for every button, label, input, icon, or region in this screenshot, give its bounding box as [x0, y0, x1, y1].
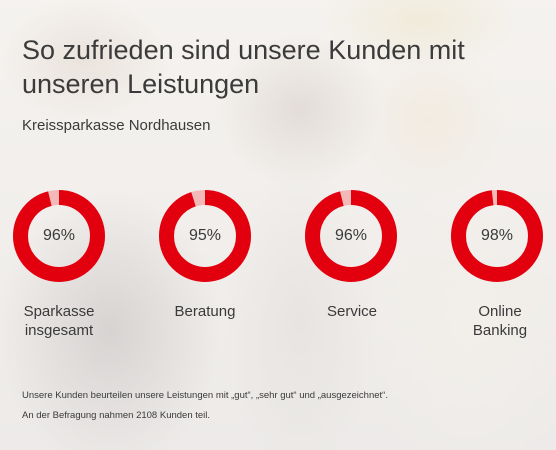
gauge-value: 95%: [188, 227, 222, 244]
gauge-arc: [305, 190, 397, 282]
label-line-2: Banking: [472, 322, 528, 339]
gauge-value: 96%: [334, 227, 368, 244]
footnote-participants: An der Befragung nahmen 2108 Kunden teil…: [22, 410, 211, 421]
gauge-beratung: 95%: [159, 190, 251, 282]
gauge-ring: [13, 190, 105, 282]
gauge-online-banking: 98%: [451, 190, 543, 282]
gauge-label-online-banking: Online Banking: [435, 302, 556, 340]
label-line-1: Sparkasse: [23, 303, 95, 320]
gauge-ring: [305, 190, 397, 282]
gauge-arc: [13, 190, 105, 282]
label-line-1: Online: [478, 303, 522, 320]
bank-name: Kreissparkasse Nordhausen: [22, 117, 211, 134]
footnote-rating-scale: Unsere Kunden beurteilen unsere Leistung…: [22, 390, 388, 401]
gauge-value: 98%: [480, 227, 514, 244]
gauge-arc: [159, 190, 251, 282]
gauge-value: 96%: [42, 227, 76, 244]
gauge-ring: [159, 190, 251, 282]
page-title: So zufrieden sind unsere Kunden mit unse…: [22, 33, 532, 101]
gauge-label-service: Service: [287, 302, 417, 321]
gauge-ring: [451, 190, 543, 282]
gauge-label-beratung: Beratung: [140, 302, 270, 321]
title-line-2: unseren Leistungen: [22, 69, 260, 99]
gauge-label-sparkasse-insgesamt: Sparkasse insgesamt: [0, 302, 124, 340]
label-line-1: Service: [326, 303, 378, 320]
gauge-service: 96%: [305, 190, 397, 282]
gauge-sparkasse-insgesamt: 96%: [13, 190, 105, 282]
gauge-arc: [451, 190, 543, 282]
title-line-1: So zufrieden sind unsere Kunden mit: [22, 35, 465, 65]
label-line-1: Beratung: [174, 303, 236, 320]
label-line-2: insgesamt: [24, 322, 94, 339]
